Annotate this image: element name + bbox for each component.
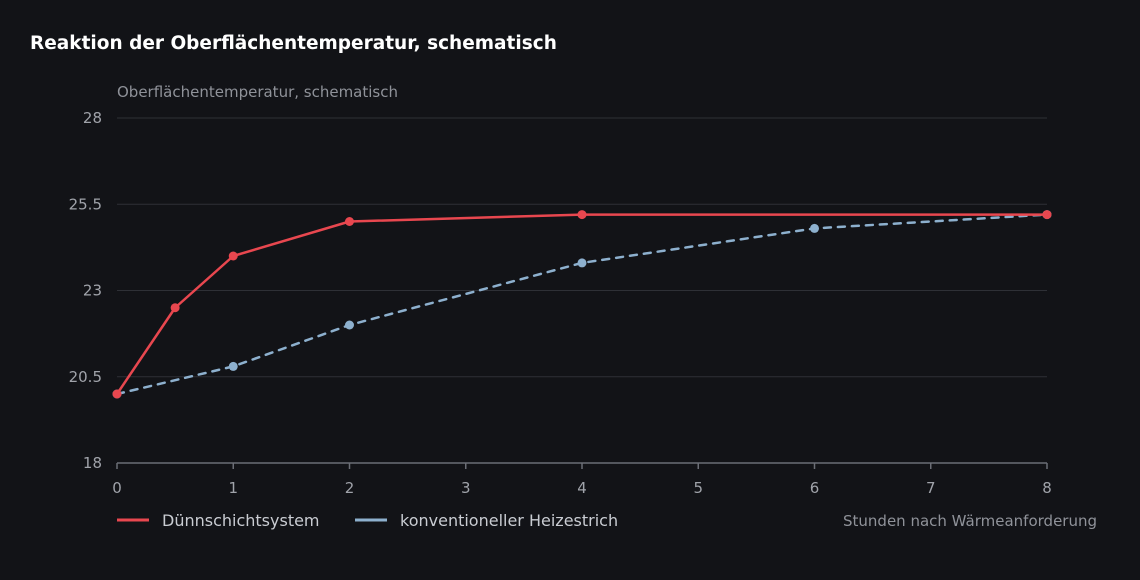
data-point — [228, 361, 238, 371]
data-point — [112, 389, 122, 399]
series-konventioneller-heizestrich — [112, 210, 1052, 399]
x-tick-label: 8 — [1042, 479, 1052, 497]
chart-title: Reaktion der Oberflächentemperatur, sche… — [30, 33, 557, 54]
data-point — [345, 217, 354, 226]
legend-label: Dünnschichtsystem — [162, 511, 320, 530]
data-point — [1042, 210, 1052, 220]
x-tick-label: 1 — [228, 479, 238, 497]
y-axis: 18 20.5 23 25.5 28 — [69, 109, 102, 472]
y-tick-label: 20.5 — [69, 368, 102, 386]
y-tick-label: 23 — [83, 282, 102, 300]
x-tick-label: 0 — [112, 479, 122, 497]
data-point — [228, 251, 238, 261]
legend-label: konventioneller Heizestrich — [400, 511, 618, 530]
y-tick-label: 25.5 — [69, 195, 102, 213]
x-axis-label: Stunden nach Wärmeanforderung — [843, 512, 1097, 530]
y-axis-label: Oberflächentemperatur, schematisch — [117, 83, 398, 101]
x-tick-label: 5 — [693, 479, 703, 497]
series-duennschichtsystem — [112, 210, 1052, 399]
x-tick-label: 2 — [345, 479, 355, 497]
data-point — [345, 320, 354, 330]
data-point — [170, 303, 180, 313]
x-tick-label: 6 — [810, 479, 820, 497]
data-point — [577, 258, 587, 268]
x-tick-label: 3 — [461, 479, 471, 497]
x-tick-label: 7 — [926, 479, 936, 497]
data-point — [810, 223, 819, 233]
grid-lines — [117, 117, 1047, 378]
y-tick-label: 28 — [83, 109, 102, 127]
data-point — [577, 210, 587, 220]
x-axis: 0 1 2 3 4 5 6 7 8 — [112, 462, 1052, 497]
legend: Dünnschichtsystem konventioneller Heizest… — [117, 511, 618, 530]
series-line — [115, 213, 1049, 396]
series-group — [112, 210, 1052, 399]
x-tick-label: 4 — [577, 479, 587, 497]
y-tick-label: 18 — [83, 454, 102, 472]
series-line — [115, 213, 1049, 396]
